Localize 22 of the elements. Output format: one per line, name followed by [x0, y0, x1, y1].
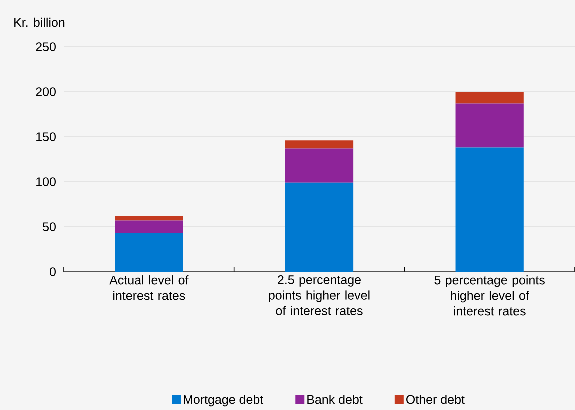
bar — [456, 104, 524, 148]
y-tick-label: 0 — [50, 268, 56, 276]
bar — [285, 182, 354, 272]
bar — [456, 92, 524, 104]
y-tick-label: 50 — [43, 222, 56, 232]
bar — [285, 148, 354, 183]
legend-label: Bank debt — [308, 394, 363, 404]
y-axis-title: Kr. billion — [14, 18, 65, 28]
y-tick-label: 200 — [36, 88, 56, 96]
bar — [115, 233, 184, 272]
bar — [285, 140, 354, 149]
x-tick-label: 2.5 percentage points higher level of interest rates — [269, 276, 370, 316]
legend-label: Other debt — [406, 394, 465, 404]
bar — [115, 220, 184, 234]
y-tick-label: 250 — [36, 42, 56, 52]
y-tick-label: 150 — [36, 132, 56, 142]
x-tick-label: Actual level of interest rates — [110, 276, 189, 300]
y-tick-label: 100 — [36, 178, 56, 186]
legend-label: Mortgage debt — [184, 394, 264, 407]
x-tick-label: 5 percentage points higher level of interest rates — [434, 276, 545, 316]
bar — [456, 148, 524, 272]
bar — [115, 216, 184, 221]
